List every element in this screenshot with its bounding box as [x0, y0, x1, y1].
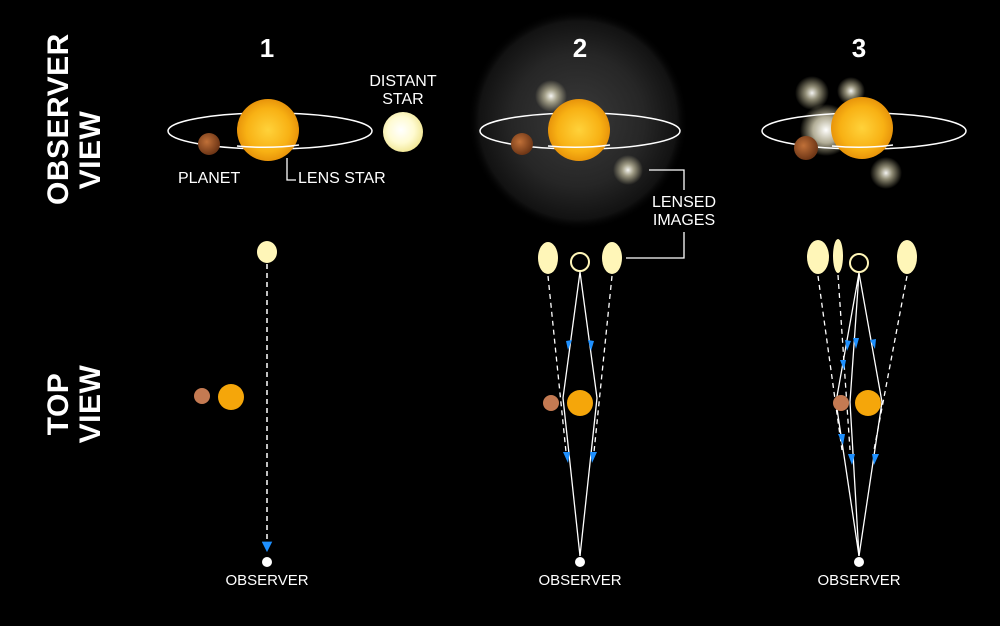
orbit-front-arc: [831, 144, 894, 149]
true-star-position: [570, 252, 590, 272]
observer-label: OBSERVER: [225, 572, 309, 589]
lensed-image-glow: [613, 155, 643, 185]
ray-arrow: [566, 340, 572, 350]
panel-3-observer-view: [761, 76, 967, 189]
light-ray: [849, 272, 860, 557]
ray-arrow: [845, 340, 851, 351]
panel-1-observer-view: [167, 99, 423, 181]
light-ray: [579, 271, 598, 557]
panel-2-top-view: [538, 242, 622, 567]
planet: [833, 395, 849, 411]
row-label-line: VIEW: [74, 110, 107, 190]
lensed-image: [602, 242, 622, 274]
lensed-images-label: LENSED IMAGES: [640, 194, 728, 230]
lens-star: [237, 99, 299, 161]
row-label-line: OBSERVER: [42, 33, 75, 205]
lens-star-label: LENS STAR: [298, 170, 386, 187]
lens-star-leader: [286, 158, 296, 181]
lensed-image-glow: [870, 157, 902, 189]
lensed-images-leader-top: [649, 169, 685, 190]
planet: [794, 136, 818, 160]
apparent-ray: [837, 274, 851, 451]
lensed-image-glow: [795, 76, 829, 110]
observer-point: [854, 557, 864, 567]
ray-arrow: [563, 452, 570, 463]
lensed-image-glow: [535, 80, 567, 112]
observer-point: [575, 557, 585, 567]
lensed-images-label-line: LENSED: [651, 194, 717, 211]
planet: [543, 395, 559, 411]
lens-star: [218, 384, 244, 410]
ray-arrow: [870, 339, 876, 349]
lensed-image: [897, 240, 917, 274]
row-label-line: TOP: [42, 372, 75, 436]
light-ray: [562, 271, 581, 557]
row-label-top-view: TOP VIEW: [42, 359, 107, 449]
lens-star: [855, 390, 881, 416]
ray-arrow: [848, 454, 855, 465]
panel-1-top-view: [194, 241, 277, 567]
distant-star: [257, 241, 277, 263]
apparent-ray: [547, 275, 567, 453]
ray-arrow: [872, 454, 879, 465]
panel-number: 3: [851, 33, 867, 63]
observer-label: OBSERVER: [538, 572, 622, 589]
lensed-image: [833, 239, 843, 273]
lensed-image: [807, 240, 829, 274]
lens-star: [567, 390, 593, 416]
lensed-images-label-line: IMAGES: [652, 212, 716, 229]
distant-star-label-line: DISTANT: [369, 73, 437, 90]
panel-3-top-view: [807, 239, 917, 567]
lensed-image: [538, 242, 558, 274]
panel-number: 2: [572, 33, 588, 63]
observer-label: OBSERVER: [817, 572, 901, 589]
row-label-line: VIEW: [74, 364, 107, 444]
planet: [194, 388, 210, 404]
distant-star-label: DISTANT STAR: [358, 73, 448, 109]
ray-arrow: [590, 452, 597, 463]
ray-arrow: [853, 338, 859, 349]
panel-number: 1: [259, 33, 275, 63]
lensed-images-leader-bottom: [626, 232, 685, 259]
planet-label: PLANET: [178, 170, 241, 187]
planet: [511, 133, 533, 155]
orbit-front-arc: [236, 144, 300, 149]
lens-star: [548, 99, 610, 161]
observer-point: [262, 557, 272, 567]
ray-arrow: [588, 340, 594, 351]
distant-star: [383, 112, 423, 152]
true-star-position: [849, 253, 869, 273]
apparent-ray: [817, 275, 843, 451]
planet: [198, 133, 220, 155]
apparent-ray: [593, 275, 613, 453]
light-ray: [858, 272, 883, 557]
lens-star: [831, 97, 893, 159]
row-label-observer-view: OBSERVER VIEW: [42, 33, 107, 205]
panel-2-observer-view: [468, 10, 688, 259]
distant-star-label-line: STAR: [382, 91, 424, 108]
ray-arrow: [838, 434, 845, 445]
ray-arrow: [840, 360, 846, 370]
orbit-front-arc: [547, 144, 611, 149]
